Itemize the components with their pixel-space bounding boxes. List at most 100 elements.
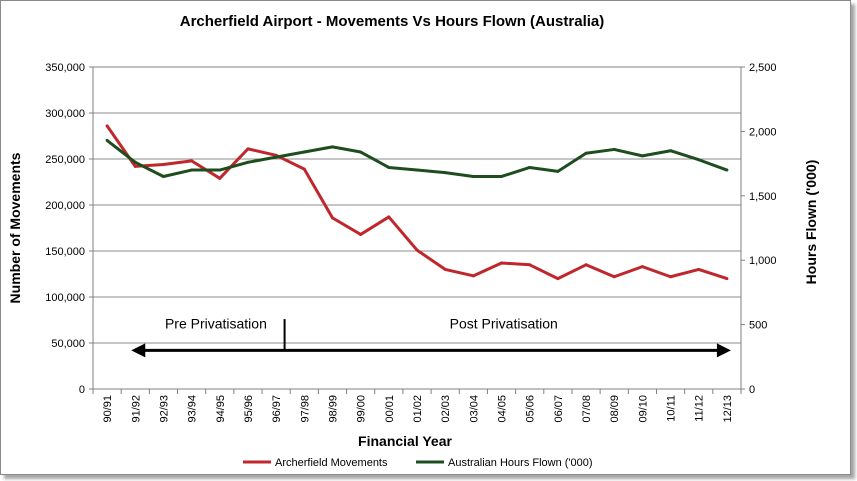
movements-point	[584, 263, 588, 267]
hours-flown-point	[387, 165, 391, 169]
left-axis-title: Number of Movements	[7, 152, 23, 303]
left-tick-label: 0	[79, 384, 85, 396]
x-tick-label: 96/97	[271, 395, 283, 423]
x-tick-label: 02/03	[440, 395, 452, 423]
right-tick-label: 500	[749, 320, 767, 332]
left-tick-label: 150,000	[45, 246, 85, 258]
movements-point	[556, 277, 560, 281]
hours-flown-point	[161, 174, 165, 178]
movements-point	[669, 275, 673, 279]
hours-flown-point	[133, 160, 137, 164]
hours-flown-point	[443, 171, 447, 175]
hours-flown-point	[218, 168, 222, 172]
hours-flown-point	[190, 168, 194, 172]
hours-flown-point	[697, 158, 701, 162]
chart-title: Archerfield Airport - Movements Vs Hours…	[180, 13, 605, 30]
movements-point	[415, 248, 419, 252]
x-tick-label: 06/07	[553, 395, 565, 423]
movements-point	[528, 263, 532, 267]
right-axis-title: Hours Flown ('000)	[803, 160, 819, 285]
hours-flown-point	[471, 174, 475, 178]
x-tick-label: 03/04	[468, 395, 480, 423]
x-tick-label: 92/93	[158, 395, 170, 423]
pre-privatisation-label: Pre Privatisation	[165, 315, 267, 331]
x-tick-label: 04/05	[497, 395, 509, 423]
right-tick-label: 2,500	[749, 62, 777, 74]
hours-flown-point	[528, 165, 532, 169]
plot-area-border	[92, 66, 742, 390]
x-tick-label: 93/94	[187, 395, 199, 423]
post-privatisation-label: Post Privatisation	[450, 315, 558, 331]
x-axis: 90/91 91/92 92/93 93/94 94/95 95/96 96/97 97/98…	[92, 389, 742, 423]
right-tick-label: 2,000	[749, 126, 777, 138]
movements-point	[133, 164, 137, 168]
movements-point	[443, 267, 447, 271]
right-tick-label: 0	[749, 384, 755, 396]
right-tick-label: 1,000	[749, 255, 777, 267]
legend-label: Archerfield Movements	[275, 457, 388, 469]
left-tick-label: 300,000	[45, 108, 85, 120]
movements-point	[218, 176, 222, 180]
movements-point	[161, 163, 165, 167]
hours-flown-point	[640, 154, 644, 158]
left-axis: 0 50,000 100,000 150,000 200,000 250,000 300,0…	[45, 62, 93, 396]
x-tick-label: 94/95	[215, 395, 227, 423]
gridlines	[93, 112, 741, 344]
x-tick-label: 90/91	[102, 395, 114, 423]
hours-flown-point	[302, 150, 306, 154]
x-tick-label: 98/99	[327, 395, 339, 423]
hours-flown-point	[330, 145, 334, 149]
hours-flown-point	[415, 168, 419, 172]
movements-point	[471, 274, 475, 278]
x-tick-label: 00/01	[384, 395, 396, 423]
x-tick-label: 08/09	[609, 395, 621, 423]
x-axis-title: Financial Year	[358, 433, 452, 449]
legend: Archerfield Movements Australian Hours Fl…	[243, 457, 593, 469]
right-arrowhead	[716, 343, 731, 358]
hours-flown-point	[500, 174, 504, 178]
movements-point	[190, 159, 194, 163]
movements-line	[105, 125, 728, 281]
hours-flown-point	[556, 169, 560, 173]
x-tick-label: 11/12	[694, 395, 706, 422]
left-arrowhead	[131, 343, 146, 358]
movements-point	[246, 147, 250, 151]
privatisation-annotation: Pre Privatisation Post Privatisation	[131, 315, 731, 358]
x-tick-label: 05/06	[525, 395, 537, 423]
movements-point	[612, 275, 616, 279]
right-tick-label: 1,500	[749, 191, 777, 203]
left-tick-label: 100,000	[45, 292, 85, 304]
movements-point	[725, 277, 729, 281]
hours-flown-point	[584, 151, 588, 155]
hours-flown-point	[105, 138, 109, 142]
left-tick-label: 350,000	[45, 62, 85, 74]
series-lines	[105, 124, 729, 281]
hours-flown-point	[246, 160, 250, 164]
left-tick-label: 50,000	[51, 338, 85, 350]
movements-point	[640, 265, 644, 269]
movements-point	[500, 261, 504, 265]
movements-point	[359, 232, 363, 236]
hours-flown-point	[725, 168, 729, 172]
x-tick-label: 01/02	[412, 395, 424, 423]
x-tick-label: 99/00	[356, 395, 368, 423]
hours-flown-point	[274, 155, 278, 159]
movements-point	[697, 267, 701, 271]
movements-point	[387, 215, 391, 219]
x-tick-label: 09/10	[637, 395, 649, 423]
x-tick-label: 95/96	[243, 395, 255, 423]
x-tick-label: 07/08	[581, 395, 593, 423]
hours-flown-point	[359, 150, 363, 154]
x-tick-label: 97/98	[299, 395, 311, 423]
movements-point	[302, 167, 306, 171]
movements-point	[330, 216, 334, 220]
x-tick-label: 10/11	[666, 395, 678, 422]
left-tick-label: 200,000	[45, 200, 85, 212]
legend-label: Australian Hours Flown ('000)	[448, 457, 593, 469]
movements-point	[105, 124, 109, 128]
x-tick-label: 12/13	[722, 395, 734, 423]
hours-flown-point	[612, 147, 616, 151]
left-tick-label: 250,000	[45, 154, 85, 166]
